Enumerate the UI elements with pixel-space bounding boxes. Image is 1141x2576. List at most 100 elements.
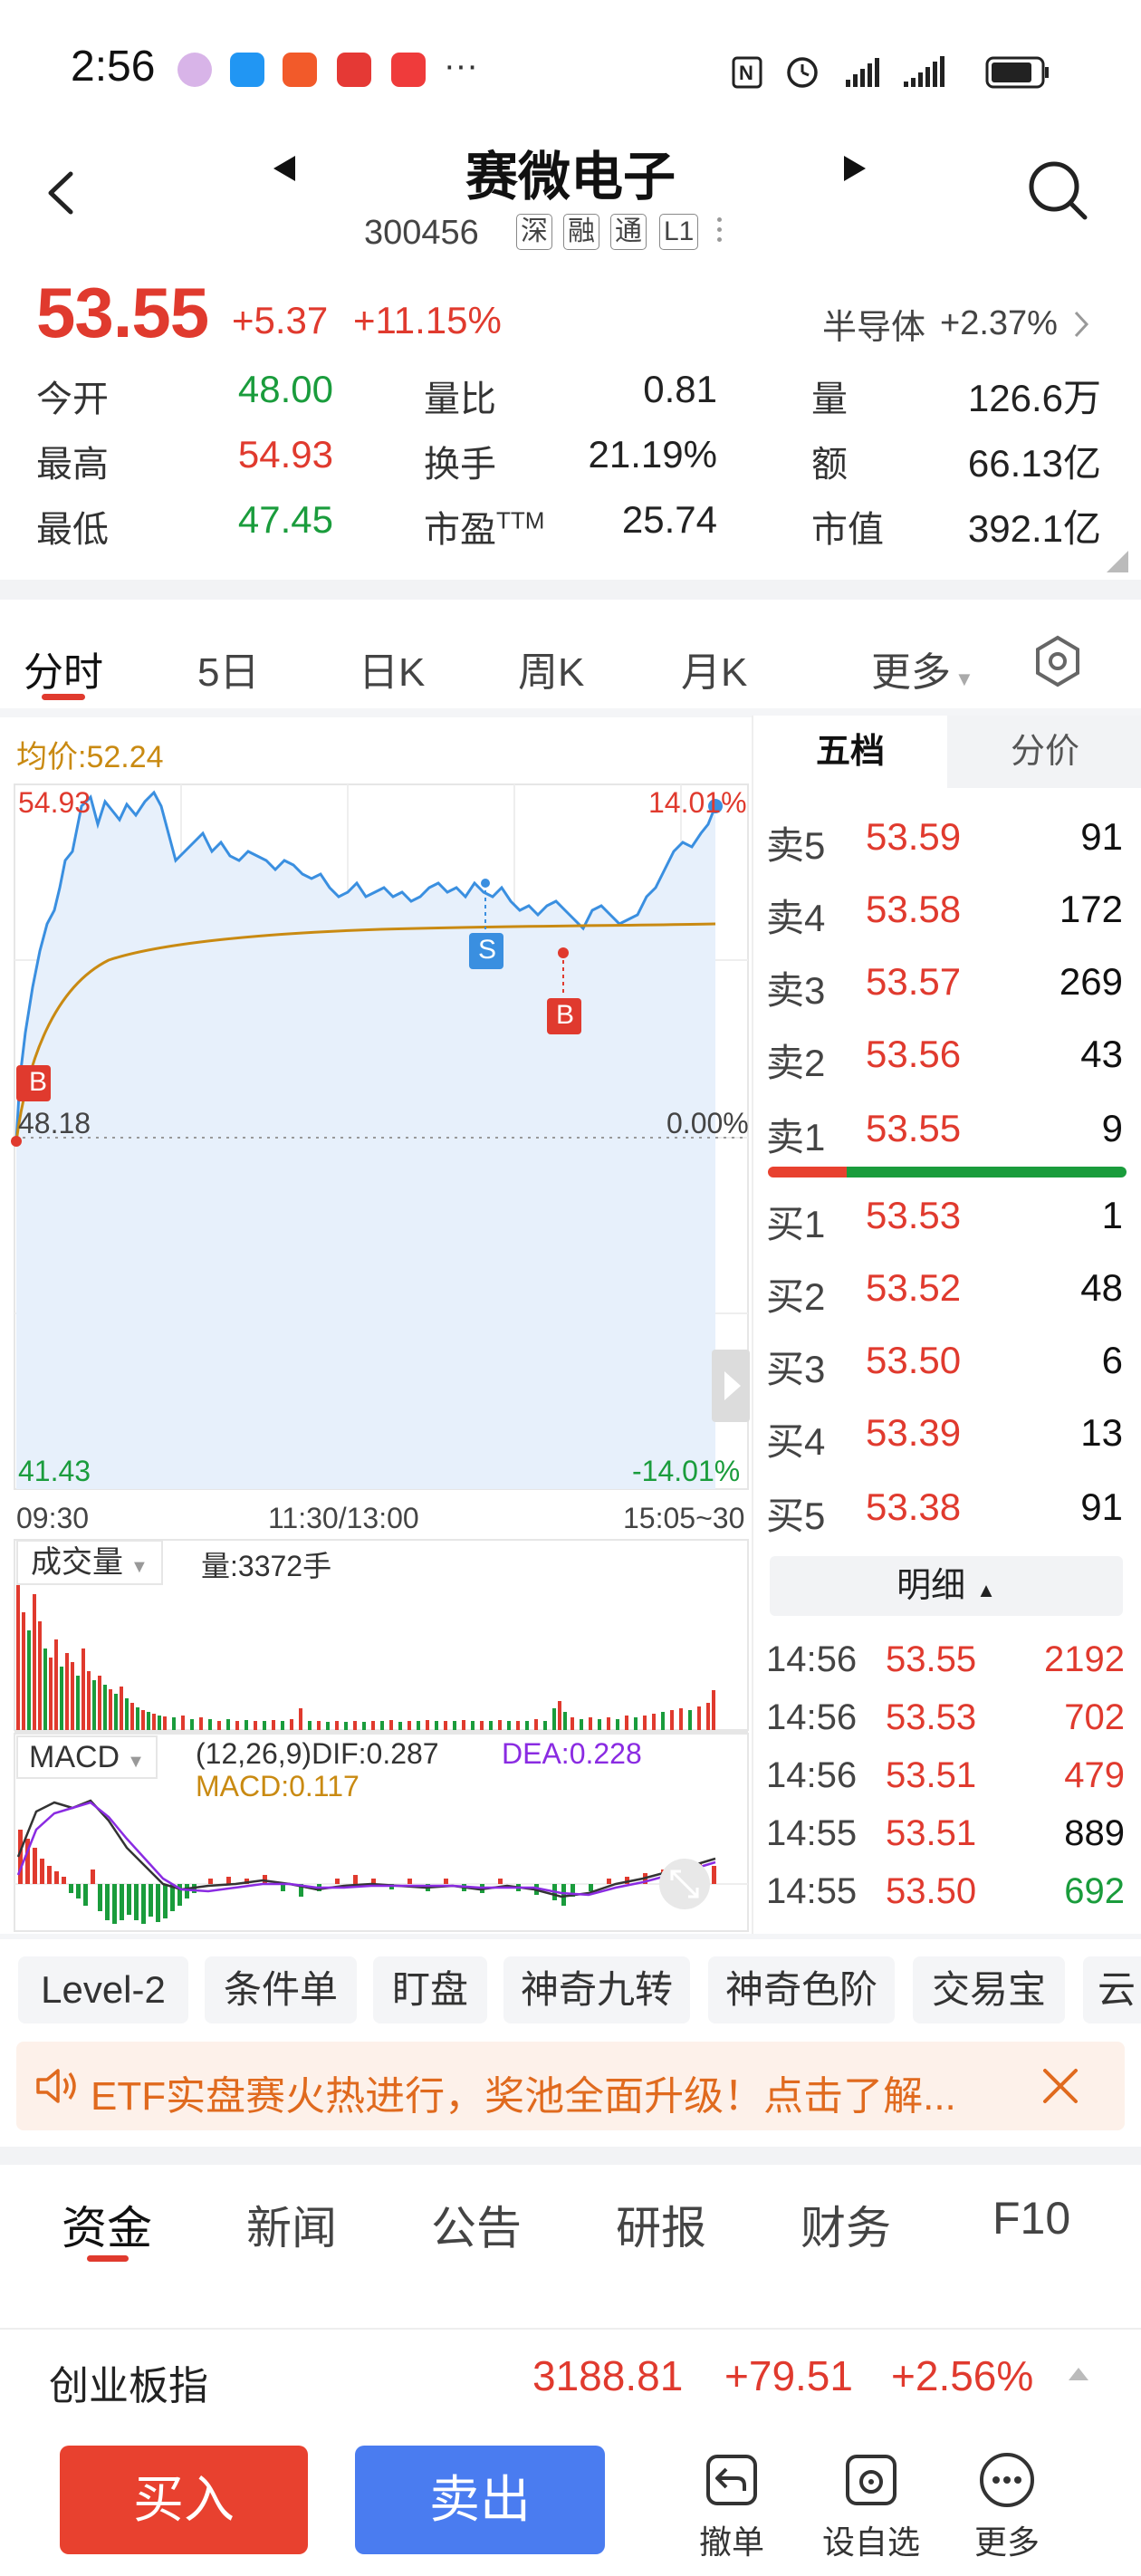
ask4-price[interactable]: 53.58 [866, 888, 962, 930]
volume-indicator-selector[interactable]: 成交量 ▼ [16, 1540, 163, 1585]
ask4-label: 卖4 [766, 897, 826, 939]
bid1-volume: 1 [1101, 1194, 1123, 1236]
ask3-price[interactable]: 53.57 [866, 960, 962, 1003]
stock-code: 300456 [364, 214, 479, 252]
chip-level2[interactable]: Level-2 [18, 1956, 188, 2023]
ask5-price[interactable]: 53.59 [866, 815, 962, 858]
tab-financials[interactable]: 财务 [801, 2203, 891, 2254]
macd-indicator-selector[interactable]: MACD ▼ [16, 1735, 158, 1779]
detail-toggle[interactable]: 明细 ▲ [770, 1556, 1123, 1616]
macd-selector-label: MACD [29, 1740, 120, 1774]
y-axis-mid-pct: 0.00% [666, 1107, 749, 1139]
sector-link[interactable]: 半导体 +2.37% [822, 299, 1090, 349]
tick-time: 14:56 [766, 1639, 858, 1679]
tick-price: 53.55 [886, 1639, 977, 1679]
more-tags-icon[interactable] [717, 217, 723, 242]
stock-name: 赛微电子 [465, 148, 676, 207]
bid4-price[interactable]: 53.39 [866, 1411, 962, 1454]
tab-weekly-k[interactable]: 周K [518, 650, 585, 695]
stat-value-pe: 25.74 [621, 498, 717, 541]
tab-price-distribution[interactable]: 分价 [947, 716, 1141, 788]
ask1-label: 卖1 [766, 1116, 826, 1158]
ask1-price[interactable]: 53.55 [866, 1107, 962, 1149]
video-app-icon [391, 53, 426, 87]
detail-label: 明细 [896, 1567, 966, 1605]
fullscreen-icon[interactable] [668, 1868, 701, 1900]
ask1-volume: 9 [1101, 1107, 1123, 1149]
stat-label-high: 最高 [36, 445, 109, 485]
cancel-order-icon[interactable] [703, 2451, 761, 2509]
tick-volume: 889 [1064, 1813, 1125, 1853]
paper-plane-app-icon [283, 53, 317, 87]
ask2-price[interactable]: 53.56 [866, 1033, 962, 1075]
bid4-volume: 13 [1080, 1411, 1123, 1454]
bid5-price[interactable]: 53.38 [866, 1485, 962, 1528]
sell-marker[interactable]: S [477, 935, 496, 965]
prev-stock-button[interactable] [272, 154, 297, 183]
x-axis-start: 09:30 [16, 1502, 90, 1534]
search-icon[interactable] [1027, 159, 1090, 223]
tab-news[interactable]: 新闻 [246, 2203, 337, 2254]
tab-research[interactable]: 研报 [616, 2203, 706, 2254]
tick-price: 53.53 [886, 1697, 977, 1737]
buy-marker-1[interactable]: B [28, 1067, 47, 1097]
stat-label-pe-text: 市盈 [424, 510, 496, 550]
chip-conditional-order[interactable]: 条件单 [205, 1956, 357, 2023]
last-price: 53.55 [36, 273, 209, 352]
chevron-up-icon[interactable] [1067, 2366, 1090, 2382]
tab-f10[interactable]: F10 [992, 2193, 1071, 2244]
stat-label-amount: 额 [811, 445, 848, 485]
bottom-tab-indicator [87, 2255, 129, 2262]
avatar-icon [177, 53, 212, 87]
tag-level: L1 [659, 214, 699, 250]
tab-5day[interactable]: 5日 [197, 650, 260, 695]
ask3-label: 卖3 [766, 969, 826, 1012]
y-axis-mid-price: 48.18 [18, 1107, 91, 1139]
chart-settings-icon[interactable] [1031, 634, 1085, 688]
expand-corner-icon[interactable] [1107, 551, 1128, 572]
stat-label-volume-ratio: 量比 [424, 380, 496, 419]
tab-intraday[interactable]: 分时 [24, 650, 103, 695]
tab-announcements[interactable]: 公告 [431, 2203, 522, 2254]
chip-trade-treasure[interactable]: 交易宝 [913, 1956, 1065, 2023]
tab-more[interactable]: 更多 ▼ [871, 639, 974, 697]
more-icon[interactable] [978, 2451, 1036, 2509]
bid1-price[interactable]: 53.53 [866, 1194, 962, 1236]
tab-funds[interactable]: 资金 [62, 2203, 152, 2254]
ask3-volume: 269 [1059, 960, 1123, 1003]
buy-button[interactable]: 买入 [60, 2446, 308, 2554]
cancel-order-label[interactable]: 撤单 [698, 2523, 764, 2561]
index-ticker-bar[interactable] [0, 2328, 1141, 2437]
intraday-chart[interactable]: 均价:52.24 54.93 14.01% 48.18 0.00% 41.43 … [0, 716, 752, 1934]
stat-value-market-cap: 392.1亿 [967, 507, 1101, 550]
next-stock-button[interactable] [842, 154, 868, 183]
chip-watch[interactable]: 盯盘 [373, 1956, 487, 2023]
tab-daily-k[interactable]: 日K [359, 650, 426, 695]
chip-magic-color[interactable]: 神奇色阶 [708, 1956, 895, 2023]
close-icon[interactable] [1041, 2067, 1079, 2105]
tab-five-levels[interactable]: 五档 [753, 716, 947, 788]
bid2-volume: 48 [1080, 1266, 1123, 1309]
stat-value-low: 47.45 [237, 498, 333, 541]
tick-volume: 2192 [1044, 1639, 1125, 1679]
sell-button[interactable]: 卖出 [355, 2446, 605, 2554]
chip-magic-nine[interactable]: 神奇九转 [503, 1956, 690, 2023]
promo-banner[interactable] [16, 2042, 1125, 2130]
chip-cloud[interactable]: 云 [1083, 1956, 1141, 2023]
sector-pct: +2.37% [940, 304, 1058, 342]
bid4-label: 买4 [766, 1420, 826, 1463]
bid3-price[interactable]: 53.50 [866, 1339, 962, 1381]
bid2-price[interactable]: 53.52 [866, 1266, 962, 1309]
intraday-chart-svg [11, 783, 750, 1932]
back-button[interactable] [43, 170, 80, 216]
dropdown-caret-icon: ▼ [130, 1557, 149, 1577]
tick-time: 14:55 [766, 1871, 858, 1911]
stat-value-volume: 126.6万 [967, 377, 1101, 419]
more-label[interactable]: 更多 [973, 2523, 1040, 2561]
add-watchlist-label[interactable]: 设自选 [821, 2523, 920, 2561]
tab-more-label: 更多 [871, 650, 951, 695]
tab-monthly-k[interactable]: 月K [681, 650, 748, 695]
add-watchlist-icon[interactable] [842, 2451, 900, 2509]
buy-marker-2[interactable]: B [555, 1000, 574, 1030]
stat-value-high: 54.93 [237, 433, 333, 476]
